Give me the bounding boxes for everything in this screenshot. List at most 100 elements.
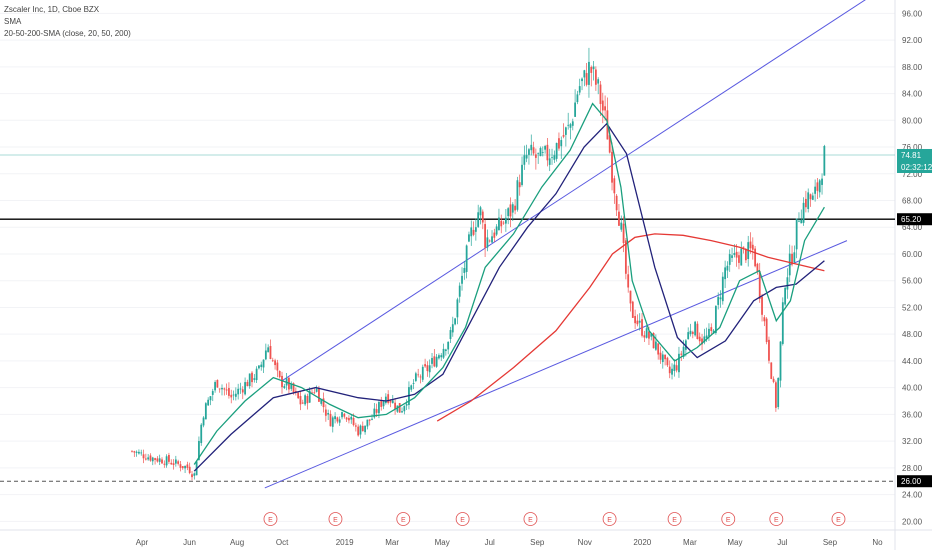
- chart-legend: Zscaler Inc, 1D, Cboe BZX SMA 20-50-200-…: [4, 4, 131, 40]
- candle-body: [181, 466, 184, 469]
- candle-body: [271, 360, 274, 362]
- candle-body: [758, 271, 761, 299]
- candle-body: [135, 451, 138, 453]
- candle-body: [804, 198, 807, 208]
- sma-20-line: [193, 102, 825, 465]
- candle-body: [726, 265, 729, 271]
- y-tick-label: 56.00: [902, 277, 923, 286]
- candle-body: [502, 222, 505, 224]
- candle-body: [352, 417, 355, 426]
- candle-body: [571, 121, 574, 126]
- candle-body: [694, 321, 697, 336]
- candle-body: [645, 328, 648, 338]
- candle-body: [518, 182, 521, 188]
- candle-body: [253, 378, 256, 380]
- y-tick-label: 28.00: [902, 464, 923, 473]
- candle-body: [581, 78, 583, 82]
- candle-body: [184, 465, 186, 469]
- candle-body: [276, 362, 279, 371]
- candle-body: [456, 299, 459, 318]
- candle-body: [507, 208, 510, 217]
- x-tick-label: Jul: [777, 538, 787, 547]
- symbol-title[interactable]: Zscaler Inc, 1D, Cboe BZX: [4, 5, 100, 14]
- candle-body: [348, 417, 350, 421]
- candle-body: [539, 148, 542, 157]
- candle-body: [521, 164, 523, 185]
- candle-body: [749, 241, 752, 249]
- candle-body: [636, 320, 639, 325]
- candle-body: [311, 392, 313, 394]
- candle-body: [186, 464, 189, 468]
- candle-body: [682, 346, 685, 358]
- candle-body: [216, 379, 219, 388]
- y-tick-label: 84.00: [902, 90, 923, 99]
- candle-body: [371, 418, 373, 420]
- last-price-badge-text: 74.81: [901, 151, 922, 160]
- candle-body: [777, 378, 780, 407]
- candle-body: [438, 355, 440, 359]
- candle-body: [274, 360, 276, 366]
- earnings-event-label: E: [401, 517, 406, 524]
- candle-body: [322, 398, 325, 408]
- candle-body: [528, 149, 530, 155]
- candle-body: [458, 285, 461, 297]
- candle-body: [701, 338, 703, 345]
- candle-body: [468, 234, 470, 242]
- y-tick-label: 80.00: [902, 116, 923, 125]
- candle-body: [230, 394, 233, 398]
- candle-body: [548, 158, 551, 165]
- candle-body: [188, 466, 191, 473]
- candle-body: [324, 409, 327, 416]
- candle-body: [472, 229, 475, 235]
- candle-body: [770, 362, 773, 379]
- candle-body: [262, 359, 265, 368]
- candle-body: [495, 226, 498, 235]
- candle-body: [258, 365, 260, 369]
- x-tick-label: Apr: [136, 538, 149, 547]
- earnings-event-label: E: [268, 517, 273, 524]
- y-tick-label: 36.00: [902, 410, 923, 419]
- candle-body: [578, 86, 581, 93]
- candle-body: [608, 135, 611, 153]
- candle-body: [151, 457, 154, 462]
- candle-body: [168, 455, 170, 462]
- candle-body: [558, 138, 560, 149]
- candle-body: [290, 383, 293, 389]
- candle-body: [585, 73, 588, 85]
- candle-body: [260, 364, 263, 368]
- candle-body: [419, 376, 422, 378]
- candle-body: [327, 413, 330, 415]
- candle-body: [481, 211, 484, 223]
- grid: [0, 12, 895, 522]
- candle-body: [811, 195, 814, 200]
- candle-body: [622, 223, 625, 244]
- candle-body: [744, 249, 747, 261]
- candle-body: [597, 79, 600, 84]
- candle-body: [583, 70, 586, 78]
- candle-body: [735, 251, 738, 258]
- candle-body: [461, 275, 463, 284]
- earnings-event-marker: [602, 512, 617, 526]
- x-tick-label: May: [435, 538, 450, 547]
- earnings-event-marker: [667, 512, 682, 526]
- y-tick-label: 48.00: [902, 330, 923, 339]
- candle-body: [297, 392, 300, 399]
- candle-body: [306, 395, 309, 404]
- candle-body: [334, 416, 336, 420]
- candle-body: [560, 140, 563, 147]
- candle-body: [398, 403, 401, 413]
- candle-body: [241, 389, 244, 393]
- indicator-label-sma-params[interactable]: 20-50-200-SMA (close, 20, 50, 200): [4, 29, 131, 38]
- candle-body: [414, 373, 417, 381]
- candle-body: [671, 368, 673, 375]
- candle-body: [574, 102, 577, 117]
- indicator-label-sma[interactable]: SMA: [4, 17, 22, 26]
- candle-body: [818, 180, 821, 193]
- candle-body: [802, 202, 805, 223]
- candle-body: [474, 227, 477, 232]
- countdown-badge-text: 02:32:12: [901, 163, 932, 172]
- y-tick-label: 88.00: [902, 63, 923, 72]
- candle-body: [244, 382, 246, 395]
